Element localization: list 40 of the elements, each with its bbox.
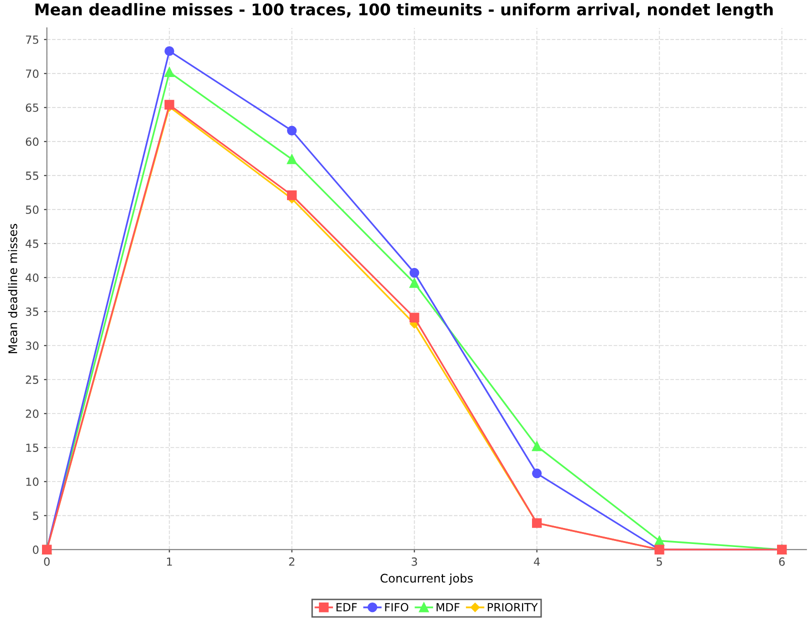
x-tick-label: 1 <box>167 558 172 566</box>
chart-title: Mean deadline misses - 100 traces, 100 timeunits - uniform arrival, nondet length <box>36 3 773 19</box>
y-tick-label: 75 <box>26 36 38 44</box>
x-tick-label: 3 <box>412 557 418 566</box>
y-tick-label: 70 <box>26 69 38 78</box>
y-axis-title: Mean deadline misses <box>8 224 18 354</box>
y-tick-label: 5 <box>33 512 38 520</box>
point <box>287 190 297 200</box>
y-tick-label: 40 <box>26 274 38 282</box>
point <box>287 126 297 136</box>
x-tick-label: 2 <box>289 557 294 566</box>
y-tick-label: 55 <box>26 172 38 180</box>
point <box>410 278 420 288</box>
point <box>410 268 420 278</box>
legend-label: FIFO <box>385 603 408 612</box>
point <box>164 67 174 78</box>
x-axis-title: Concurrent jobs <box>380 574 473 585</box>
point <box>532 441 542 452</box>
y-tick-label: 60 <box>26 137 38 146</box>
x-tick-label: 0 <box>44 557 50 566</box>
y-tick-label: 65 <box>26 103 38 112</box>
y-tick-label: 25 <box>26 376 38 384</box>
y-tick-label: 30 <box>26 342 38 350</box>
point <box>410 312 420 323</box>
legend-label: EDF <box>336 603 357 612</box>
legend-label: PRIORITY <box>488 603 538 612</box>
x-tick-label: 4 <box>534 558 540 566</box>
y-tick-label: 45 <box>26 240 38 248</box>
y-tick-label: 10 <box>26 478 38 486</box>
x-tick-label: 6 <box>779 557 785 566</box>
y-tick-label: 50 <box>26 206 38 214</box>
y-tick-label: 35 <box>26 308 38 316</box>
legend-label: MDF <box>436 603 460 612</box>
y-tick-label: 0 <box>32 546 38 554</box>
y-tick-label: 15 <box>26 444 38 452</box>
point <box>532 468 542 478</box>
y-tick-label: 20 <box>26 410 38 418</box>
point <box>164 46 174 56</box>
x-tick-label: 5 <box>656 558 662 566</box>
point <box>287 154 297 164</box>
